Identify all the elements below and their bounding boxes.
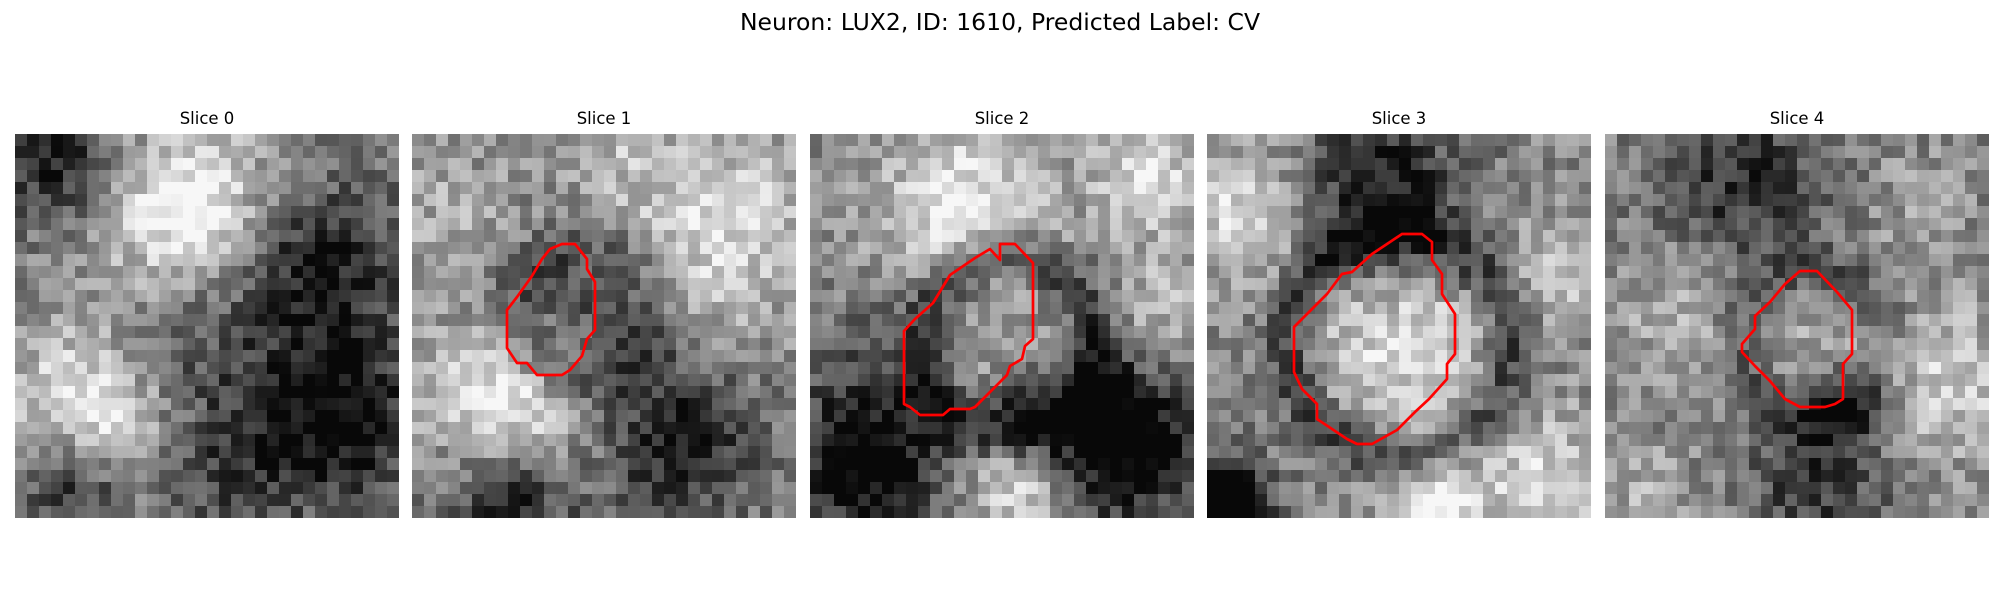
microscopy-pixels bbox=[15, 134, 399, 518]
slice-title: Slice 3 bbox=[1371, 109, 1427, 128]
microscopy-pixels bbox=[412, 134, 796, 518]
slice-image bbox=[1605, 134, 1989, 518]
slice-panel-2: Slice 2 bbox=[810, 108, 1194, 520]
slice-image bbox=[1207, 134, 1591, 518]
slice-image bbox=[810, 134, 1194, 518]
slice-title: Slice 0 bbox=[179, 109, 235, 128]
slice-title: Slice 4 bbox=[1769, 109, 1825, 128]
slice-image bbox=[15, 134, 399, 518]
slice-panel-1: Slice 1 bbox=[412, 108, 796, 520]
slice-panel-3: Slice 3 bbox=[1207, 108, 1591, 520]
slice-image bbox=[412, 134, 796, 518]
roi-contour bbox=[902, 242, 1035, 417]
roi-contour bbox=[505, 242, 597, 377]
slice-panel-0: Slice 0 bbox=[15, 108, 399, 520]
figure-title: Neuron: LUX2, ID: 1610, Predicted Label:… bbox=[739, 8, 1261, 36]
slice-title: Slice 2 bbox=[974, 109, 1030, 128]
roi-contour bbox=[1740, 269, 1854, 409]
roi-contour bbox=[1292, 232, 1457, 446]
microscopy-pixels bbox=[810, 134, 1194, 518]
microscopy-pixels bbox=[1605, 134, 1989, 518]
slice-title: Slice 1 bbox=[576, 109, 632, 128]
microscopy-pixels bbox=[1207, 134, 1591, 518]
slice-panel-4: Slice 4 bbox=[1605, 108, 1989, 520]
